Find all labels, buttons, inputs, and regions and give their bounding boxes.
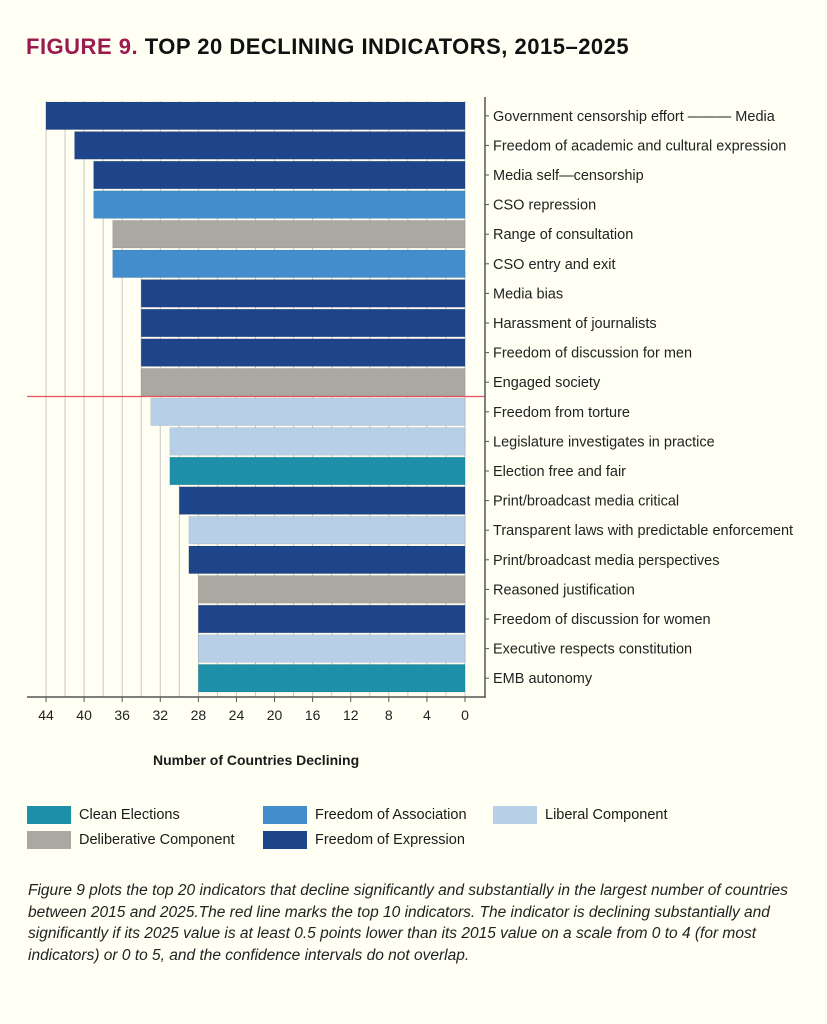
bar xyxy=(140,368,466,397)
bar xyxy=(169,427,466,456)
bar xyxy=(112,220,466,249)
bar xyxy=(188,516,466,545)
x-tick-label: 24 xyxy=(229,707,245,723)
y-tick-label: CSO repression xyxy=(493,198,596,214)
y-tick-label: Executive respects constitution xyxy=(493,642,692,658)
legend-swatch xyxy=(263,831,307,849)
y-tick-label: Freedom of academic and cultural express… xyxy=(493,138,786,154)
y-tick-label: Legislature investigates in practice xyxy=(493,434,715,450)
y-tick-label: CSO entry and exit xyxy=(493,257,616,273)
y-tick-label: Freedom of discussion for men xyxy=(493,346,692,362)
x-tick-label: 4 xyxy=(423,707,431,723)
legend-item-freedom-of-association: Freedom of Association xyxy=(263,806,467,824)
y-tick-label: Print/broadcast media perspectives xyxy=(493,553,719,569)
y-tick-label: Government censorship effort ——— Media xyxy=(493,109,776,125)
bar xyxy=(198,664,466,693)
y-tick-label: Media self—censorship xyxy=(493,168,644,184)
bar xyxy=(140,338,466,367)
legend-item-liberal-component: Liberal Component xyxy=(493,806,668,824)
figure-title-text: TOP 20 DECLINING INDICATORS, 2015–2025 xyxy=(144,34,630,59)
x-tick-label: 36 xyxy=(114,707,130,723)
y-tick-label: Freedom of discussion for women xyxy=(493,612,711,628)
legend-item-deliberative-component: Deliberative Component xyxy=(27,831,235,849)
x-tick-label: 16 xyxy=(305,707,321,723)
legend-item-freedom-of-expression: Freedom of Expression xyxy=(263,831,465,849)
bar xyxy=(112,249,466,278)
legend-swatch xyxy=(263,806,307,824)
bar-chart: Government censorship effort ——— Media Fr… xyxy=(27,97,793,723)
bar xyxy=(198,634,466,663)
legend-label: Clean Elections xyxy=(79,807,180,823)
bar xyxy=(150,397,466,426)
x-tick-label: 28 xyxy=(191,707,207,723)
legend-swatch xyxy=(27,831,71,849)
bar xyxy=(179,486,466,515)
y-tick-label: Print/broadcast media critical xyxy=(493,494,679,510)
bar xyxy=(93,160,466,190)
bar xyxy=(188,545,466,574)
x-tick-label: 40 xyxy=(76,707,92,723)
y-tick-label: Range of consultation xyxy=(493,227,633,243)
bar xyxy=(93,190,466,219)
figure-title: FIGURE 9. TOP 20 DECLINING INDICATORS, 2… xyxy=(26,34,629,60)
bar xyxy=(198,604,466,634)
x-tick-label: 20 xyxy=(267,707,283,723)
legend-swatch xyxy=(27,806,71,824)
bar xyxy=(45,101,466,130)
bar xyxy=(140,308,466,338)
bar xyxy=(74,131,466,160)
legend-item-clean-elections: Clean Elections xyxy=(27,806,180,824)
figure-number: FIGURE 9. xyxy=(26,34,139,59)
legend-label: Deliberative Component xyxy=(79,832,235,848)
y-tick-label: Transparent laws with predictable enforc… xyxy=(493,523,793,539)
x-tick-label: 32 xyxy=(152,707,168,723)
legend-label: Freedom of Association xyxy=(315,807,467,823)
y-tick-label: Freedom from torture xyxy=(493,405,630,421)
legend-label: Liberal Component xyxy=(545,807,668,823)
y-tick-label: Engaged society xyxy=(493,375,601,391)
x-axis-label: Number of Countries Declining xyxy=(153,752,360,768)
y-tick-label: Election free and fair xyxy=(493,464,626,480)
bar xyxy=(140,279,466,308)
bar xyxy=(169,456,466,486)
bar xyxy=(198,575,466,604)
figure-caption: Figure 9 plots the top 20 indicators tha… xyxy=(28,882,788,964)
y-tick-label: Reasoned justification xyxy=(493,582,635,598)
legend-label: Freedom of Expression xyxy=(315,832,465,848)
y-tick-label: Media bias xyxy=(493,286,563,302)
x-tick-label: 44 xyxy=(38,707,54,723)
y-tick-label: Harassment of journalists xyxy=(493,316,657,332)
x-tick-label: 8 xyxy=(385,707,393,723)
legend-swatch xyxy=(493,806,537,824)
y-tick-label: EMB autonomy xyxy=(493,671,593,687)
x-tick-label: 0 xyxy=(461,707,469,723)
x-tick-label: 12 xyxy=(343,707,359,723)
